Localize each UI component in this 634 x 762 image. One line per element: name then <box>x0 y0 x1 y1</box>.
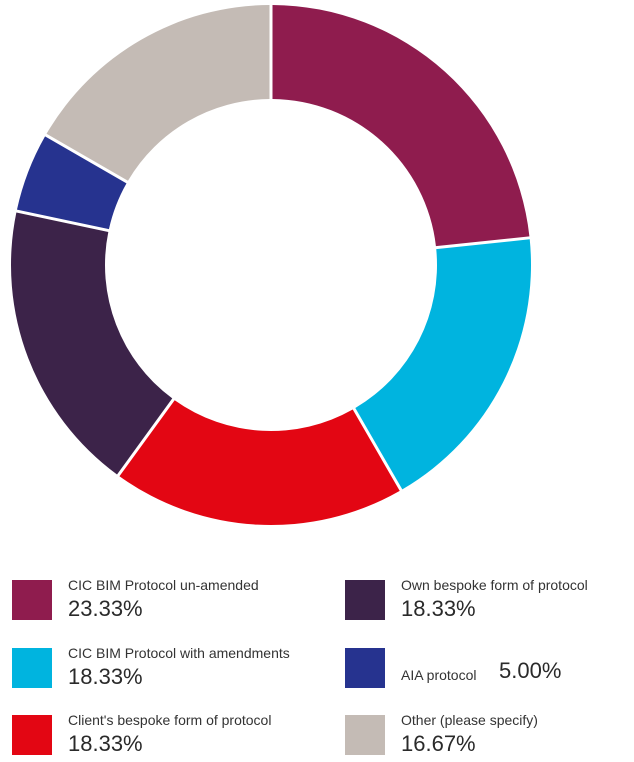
legend-label: CIC BIM Protocol un-amended <box>68 577 259 593</box>
legend-label: CIC BIM Protocol with amendments <box>68 645 290 661</box>
legend-swatch <box>345 580 385 620</box>
donut-slice-0 <box>272 5 530 247</box>
legend-label: Own bespoke form of protocol <box>401 577 588 593</box>
donut-chart <box>10 5 531 525</box>
legend-value: 23.33% <box>68 596 143 621</box>
legend-label: Client's bespoke form of protocol <box>68 712 272 728</box>
donut-slice-5 <box>46 5 270 181</box>
legend-swatch <box>12 648 52 688</box>
legend-label: AIA protocol <box>401 667 477 683</box>
legend-label: Other (please specify) <box>401 712 538 728</box>
legend-swatch <box>345 715 385 755</box>
legend-value: 16.67% <box>401 731 476 756</box>
donut-slice-1 <box>355 239 531 490</box>
legend-value: 18.33% <box>401 596 476 621</box>
legend-swatch <box>12 580 52 620</box>
legend-swatch <box>12 715 52 755</box>
donut-slice-2 <box>119 400 400 525</box>
legend-value: 5.00% <box>499 658 562 683</box>
legend-swatch <box>345 648 385 688</box>
legend-value: 18.33% <box>68 731 143 756</box>
donut-slice-4 <box>16 136 127 230</box>
legend-value: 18.33% <box>68 664 143 689</box>
donut-slice-3 <box>10 212 173 475</box>
